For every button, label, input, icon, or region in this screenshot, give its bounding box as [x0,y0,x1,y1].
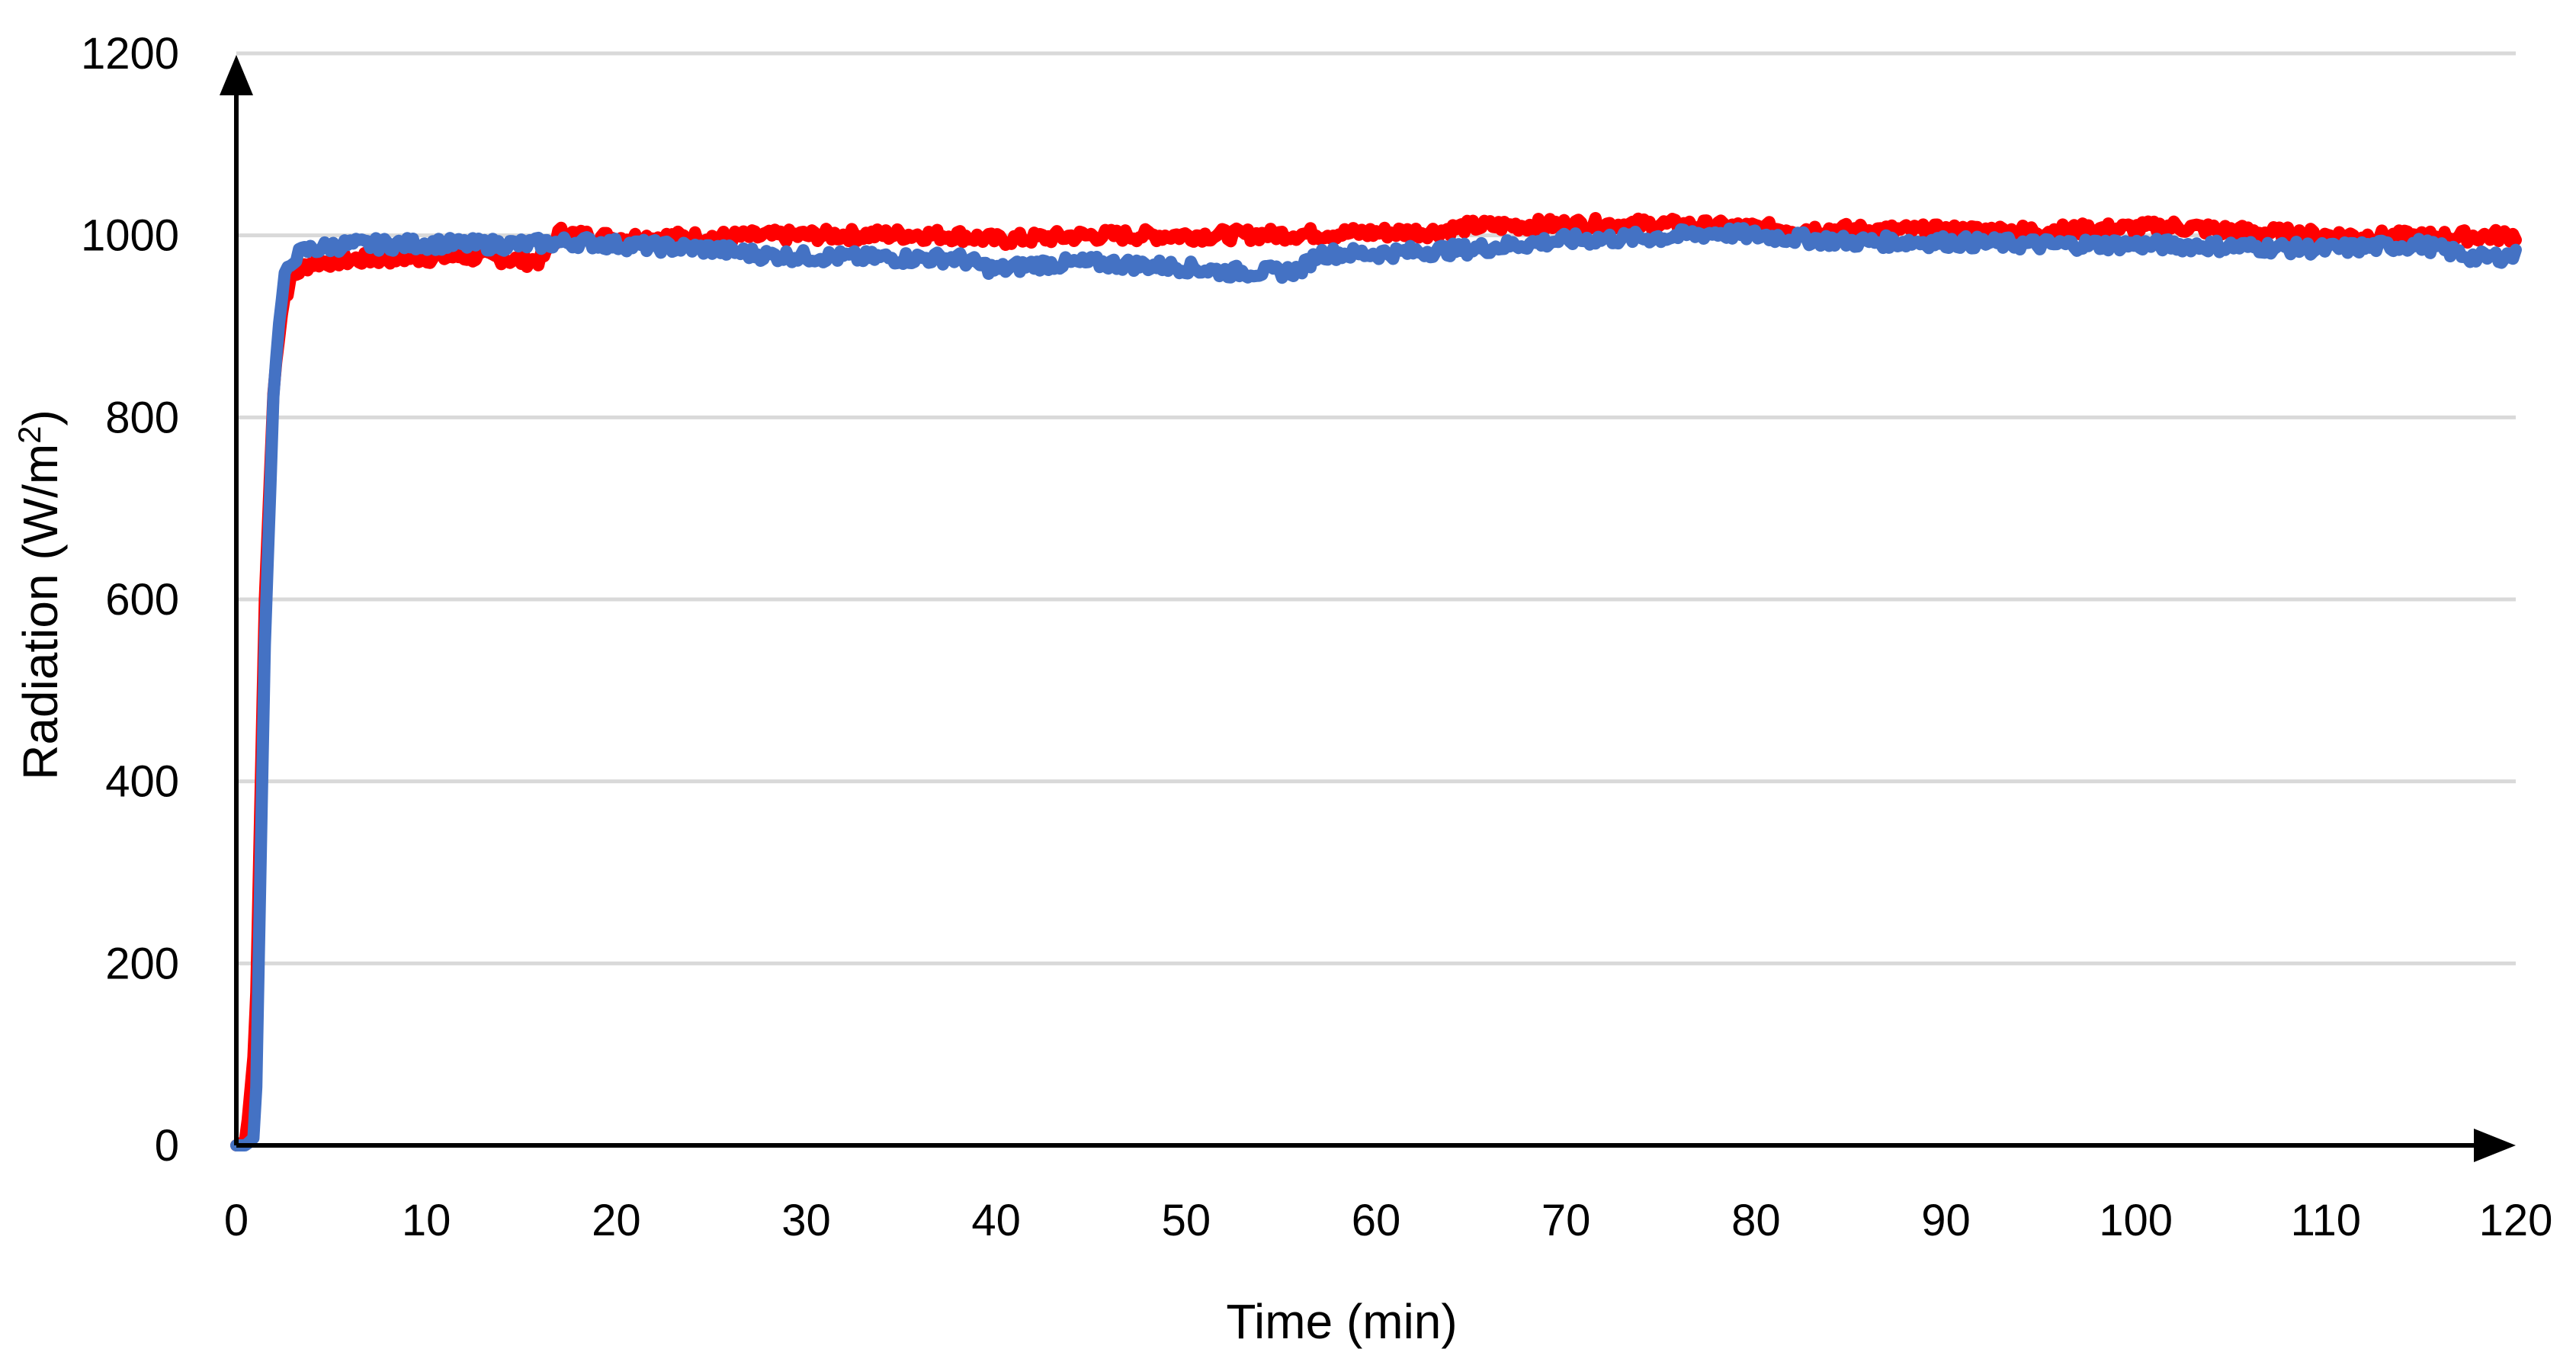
y-tick-label: 600 [105,575,179,625]
y-tick-label: 1000 [81,211,179,261]
x-axis-title: Time (min) [1226,1294,1457,1349]
y-axis-arrowhead [220,55,253,95]
x-tick-label: 20 [592,1196,641,1245]
x-tick-label: 120 [2479,1196,2553,1245]
x-tick-labels: 0 10 20 30 40 50 60 70 80 90 100 110 120 [224,1196,2553,1245]
y-axis-title-superscript: 2 [11,426,47,443]
x-tick-label: 80 [1731,1196,1781,1245]
y-tick-label: 1200 [81,29,179,79]
y-tick-label: 800 [105,393,179,442]
y-tick-labels: 0 200 400 600 800 1000 1200 [81,29,179,1171]
x-tick-label: 90 [1921,1196,1971,1245]
axes [220,55,2516,1162]
x-tick-label: 60 [1352,1196,1401,1245]
x-tick-label: 70 [1541,1196,1591,1245]
horizontal-gridlines [236,51,2516,965]
y-tick-label: 0 [155,1121,179,1171]
series-line-1 [230,212,2522,1151]
x-tick-label: 40 [971,1196,1021,1245]
series-line-2 [230,222,2522,1151]
x-tick-label: 10 [402,1196,451,1245]
y-axis-title: Radiation (W/m2) [11,410,68,780]
y-tick-label: 400 [105,757,179,807]
y-axis-title-main: Radiation (W/m [13,444,68,780]
series-layer [230,212,2522,1151]
x-axis-arrowhead [2474,1129,2516,1162]
x-tick-label: 0 [224,1196,249,1245]
x-tick-label: 100 [2099,1196,2173,1245]
x-tick-label: 30 [781,1196,831,1245]
x-tick-label: 50 [1162,1196,1211,1245]
y-tick-label: 200 [105,939,179,988]
x-tick-label: 110 [2291,1196,2361,1245]
y-axis-title-close: ) [13,410,68,426]
